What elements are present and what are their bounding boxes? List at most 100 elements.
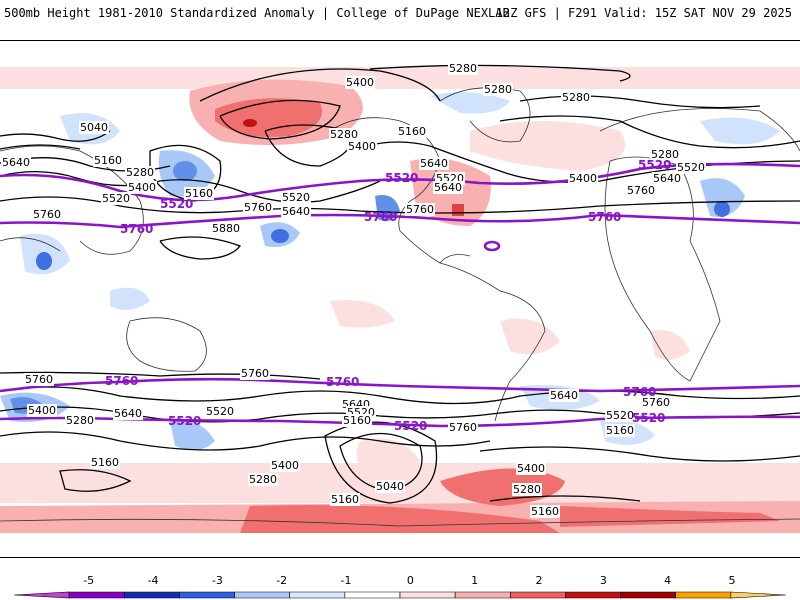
contour-label: 5280 xyxy=(330,128,358,141)
contour-label: 5160 xyxy=(398,125,426,138)
contour-5160-japan-low xyxy=(149,144,222,202)
contour-label-bg xyxy=(676,161,706,174)
colorbar-cell xyxy=(730,591,787,599)
contour-5400-eurasia xyxy=(499,115,800,149)
contour-label-bg xyxy=(101,192,131,205)
colorbar-cell xyxy=(13,591,70,599)
highlight-label: 5520 xyxy=(638,158,671,172)
contour-label: 5520 xyxy=(606,409,634,422)
africa-coast xyxy=(604,156,721,382)
contour-label: 5160 xyxy=(606,424,634,437)
contour-label: 5760 xyxy=(627,184,655,197)
contour-label-bg xyxy=(113,407,143,420)
highlight-label-layer: 5520 5760 5520 5760 5760 5520 5760 5760 … xyxy=(105,158,671,433)
colorbar-cell xyxy=(344,591,401,599)
north-america-coast xyxy=(329,117,471,264)
contour-label-bg xyxy=(330,493,360,506)
contour-label-bg xyxy=(65,414,95,427)
contour-label: 5640 xyxy=(550,389,578,402)
contour-5400-nh xyxy=(0,171,381,203)
contour-5520-nh-purple xyxy=(0,162,800,202)
highlight-label: 5760 xyxy=(326,375,359,389)
contour-5280-southern-ocean xyxy=(479,446,800,462)
contour-label-bg xyxy=(448,421,478,434)
contour-label-bg xyxy=(561,91,591,104)
highlight-label: 5520 xyxy=(160,197,193,211)
contour-5520-bering xyxy=(219,99,341,140)
contour-label-bg xyxy=(375,480,405,493)
contour-label-bg xyxy=(205,405,235,418)
japan-strong-negative xyxy=(173,161,197,181)
contour-label-bg xyxy=(27,404,57,417)
colorbar-cell xyxy=(123,591,180,599)
colorbar-cell xyxy=(68,591,125,599)
contour-label-bg xyxy=(433,181,463,194)
europe-positive-anomaly xyxy=(470,121,625,171)
highlight-label: 5760 xyxy=(364,210,397,224)
contour-label-bg xyxy=(483,83,513,96)
bering-max-anomaly xyxy=(243,119,257,127)
contour-label-bg xyxy=(626,184,656,197)
contour-label: 5280 xyxy=(66,414,94,427)
contour-label: 5400 xyxy=(517,462,545,475)
siberia-negative xyxy=(700,117,780,145)
anomaly-map: 5280 5400 5280 5280 5040 5160 5280 5400 … xyxy=(0,62,800,533)
highlight-label: 5760 xyxy=(623,385,656,399)
model-run-info: 12Z GFS | F291 Valid: 15Z SAT NOV 29 202… xyxy=(495,6,792,20)
colorbar-tick-label: 5 xyxy=(729,574,736,587)
contour-5880-nh xyxy=(159,236,242,260)
colorbar-tick-label: -3 xyxy=(212,574,223,587)
contour-label-bg xyxy=(641,396,671,409)
contour-label-bg xyxy=(652,172,682,185)
contour-5760-nh-purple xyxy=(0,213,800,229)
contour-label-bg xyxy=(184,187,214,200)
colorbar-tick-label: -4 xyxy=(148,574,159,587)
contour-label-bg xyxy=(512,483,542,496)
contour-label-bg xyxy=(568,172,598,185)
contour-label: 5520 xyxy=(677,161,705,174)
colorbar-tick-label: -1 xyxy=(341,574,352,587)
contour-label: 5760 xyxy=(25,373,53,386)
contour-5400-sh xyxy=(0,431,491,451)
contour-label-bg xyxy=(24,373,54,386)
contour-label-bg xyxy=(329,128,359,141)
contour-label: 5640 xyxy=(282,205,310,218)
contour-5640-sh xyxy=(0,386,800,405)
colorbar-cell xyxy=(620,591,677,599)
antarctica-coast xyxy=(0,518,800,527)
contour-label-bg xyxy=(79,121,109,134)
colorbar-cells xyxy=(13,591,787,599)
contour-5640-nh xyxy=(0,196,800,214)
contour-label: 5520 xyxy=(206,405,234,418)
contour-label: 5640 xyxy=(114,407,142,420)
greenland-coast xyxy=(439,87,531,143)
east-asia-coast xyxy=(0,145,144,255)
contour-label: 5400 xyxy=(128,181,156,194)
contour-label-bg xyxy=(530,505,560,518)
contour-label: 5280 xyxy=(126,166,154,179)
coastlines xyxy=(0,87,800,527)
colorbar-tick-label: -5 xyxy=(83,574,94,587)
contour-label: 5760 xyxy=(241,367,269,380)
highlight-label: 5760 xyxy=(105,374,138,388)
contour-label: 5760 xyxy=(406,203,434,216)
contour-label-bg xyxy=(405,203,435,216)
central-asia-negative xyxy=(700,178,745,217)
map-panel: 5280 5400 5280 5280 5040 5160 5280 5400 … xyxy=(0,40,800,558)
contour-label: 5160 xyxy=(343,414,371,427)
south-pacific-positive xyxy=(356,438,420,484)
contour-label: 5640 xyxy=(2,156,30,169)
contour-5760-sh xyxy=(0,371,321,380)
contour-label: 5160 xyxy=(531,505,559,518)
antarctic-strong-anomaly xyxy=(240,505,560,533)
caribbean-5760-ring xyxy=(483,240,501,252)
india-strong-negative xyxy=(36,252,52,270)
contour-label: 5760 xyxy=(642,396,670,409)
contour-label: 5640 xyxy=(434,181,462,194)
contour-label: 5400 xyxy=(346,76,374,89)
contour-label: 5760 xyxy=(33,208,61,221)
colorbar-cell xyxy=(675,591,732,599)
colorbar-tick-label: 0 xyxy=(407,574,414,587)
contour-5760-sh-purple xyxy=(0,377,800,393)
contour-label: 5280 xyxy=(651,148,679,161)
